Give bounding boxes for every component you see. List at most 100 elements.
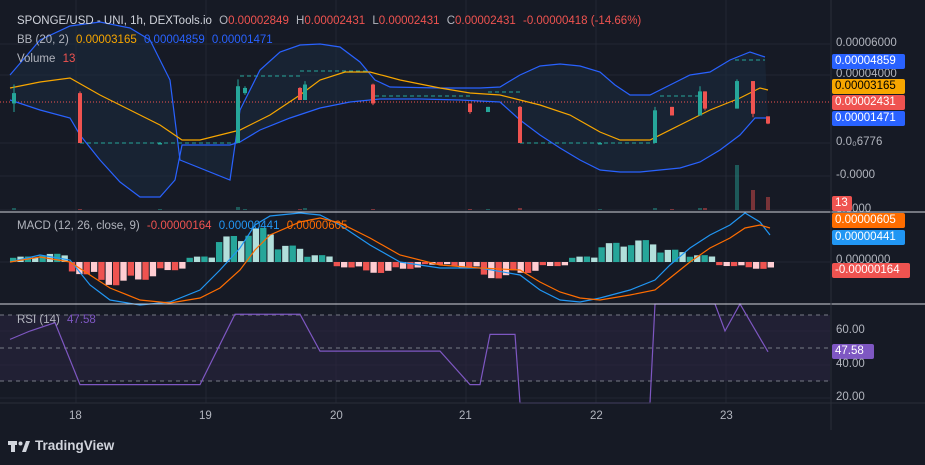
macd-histogram-bar bbox=[694, 255, 701, 262]
macd-histogram-bar bbox=[296, 248, 304, 262]
macd-signal-value: 0.00000605 bbox=[286, 220, 348, 232]
volume-bar bbox=[751, 190, 755, 210]
macd-histogram-bar bbox=[591, 257, 598, 262]
macd-histogram-bar bbox=[90, 262, 98, 272]
macd-histogram-bar bbox=[135, 262, 142, 280]
volume-bar bbox=[236, 207, 240, 210]
bb-legend[interactable]: BB (20, 2) 0.00003165 0.00004859 0.00001… bbox=[17, 34, 277, 46]
bollinger-bands bbox=[9, 21, 769, 198]
macd-histogram-bar bbox=[664, 249, 672, 262]
time-tick: 19 bbox=[199, 410, 212, 422]
macd-histogram-bar bbox=[679, 252, 686, 262]
volume-legend[interactable]: Volume 13 bbox=[17, 53, 79, 65]
macd-histogram-bar bbox=[752, 262, 760, 269]
macd-histogram-bar bbox=[142, 262, 149, 280]
candle-body bbox=[243, 87, 247, 94]
macd-histogram-bar bbox=[569, 257, 576, 262]
macd-histogram-bar bbox=[157, 262, 164, 269]
macd-line-value: 0.00000441 bbox=[218, 220, 280, 232]
candles bbox=[12, 79, 770, 145]
macd-histogram-bar bbox=[576, 256, 583, 262]
macd-histogram-bar bbox=[120, 262, 127, 281]
macd-histogram-bar bbox=[105, 262, 112, 285]
pane-separators bbox=[0, 0, 925, 430]
macd-histogram-bar bbox=[164, 262, 171, 271]
time-tick: 22 bbox=[590, 410, 603, 422]
volume-bar bbox=[703, 208, 707, 210]
volume-bar bbox=[468, 209, 472, 210]
macd-histogram-bar bbox=[370, 262, 377, 273]
price-tick: 0.00006000 bbox=[836, 37, 897, 49]
symbol-title[interactable]: SPONGE/USD - UNI, 1h, DEXTools.io bbox=[17, 15, 212, 27]
candle-body bbox=[653, 110, 657, 143]
bb-upper-tag: 0.00004859 bbox=[832, 54, 905, 69]
macd-histogram-bar bbox=[127, 262, 135, 276]
macd-label: MACD (12, 26, close, 9) bbox=[17, 220, 140, 232]
rsi-legend[interactable]: RSI (14) 47.58 bbox=[17, 314, 100, 326]
macd-histogram-bar bbox=[672, 249, 679, 262]
rsi-value-tag: 47.58 bbox=[832, 344, 874, 359]
high-value: 0.00002431 bbox=[304, 15, 366, 27]
time-tick: 21 bbox=[459, 410, 472, 422]
price-tick: -0.0000 bbox=[836, 169, 876, 181]
tradingview-logo[interactable]: TradingView bbox=[8, 438, 114, 453]
macd-histogram-bar bbox=[208, 257, 215, 262]
volume-bar bbox=[766, 197, 770, 210]
volume-bar bbox=[735, 165, 739, 210]
macd-histogram-bar bbox=[223, 236, 230, 262]
macd-histogram-bar bbox=[68, 262, 76, 272]
macd-histogram-bar bbox=[723, 262, 730, 267]
macd-histogram-bar bbox=[311, 255, 318, 262]
volume-bar bbox=[298, 209, 302, 210]
rsi-label: RSI (14) bbox=[17, 314, 60, 326]
macd-histogram-bar bbox=[112, 262, 120, 286]
candle-body bbox=[670, 106, 674, 116]
rsi-band bbox=[0, 314, 830, 382]
rsi-tick: 20.00 bbox=[836, 391, 865, 403]
macd-histogram-bar bbox=[451, 262, 458, 267]
macd-histogram-bar bbox=[333, 262, 341, 267]
signal-line bbox=[9, 217, 771, 304]
close-label: C bbox=[446, 15, 456, 27]
macd-histogram-bar bbox=[605, 243, 613, 262]
candle-body bbox=[598, 143, 602, 145]
candle-body bbox=[735, 81, 739, 109]
low-value: 0.00002431 bbox=[378, 15, 440, 27]
macd-signal-tag: 0.00000605 bbox=[832, 213, 905, 228]
macd-histogram-bar bbox=[230, 236, 238, 262]
volume-bar bbox=[158, 209, 162, 210]
macd-legend[interactable]: MACD (12, 26, close, 9) -0.00000164 0.00… bbox=[17, 220, 351, 232]
volume-bar bbox=[653, 208, 657, 210]
macd-histogram-bar bbox=[98, 262, 105, 280]
macd-histogram-bar bbox=[620, 246, 627, 262]
volume-bar bbox=[518, 208, 522, 210]
candle-body bbox=[751, 81, 755, 114]
candle-body bbox=[486, 106, 490, 113]
macd-histogram-bar bbox=[738, 262, 745, 266]
macd-histogram-bar bbox=[318, 255, 326, 262]
macd-hist-value: -0.00000164 bbox=[146, 220, 212, 232]
volume-bar bbox=[670, 209, 674, 210]
macd-histogram-bar bbox=[186, 257, 193, 262]
candle-body bbox=[766, 116, 770, 124]
volume-value: 13 bbox=[62, 53, 76, 65]
macd-histogram-bar bbox=[215, 242, 223, 262]
bollinger-mid-line bbox=[9, 71, 769, 141]
volume-bar bbox=[598, 209, 602, 210]
candle-body bbox=[78, 93, 82, 143]
macd-histogram-bar bbox=[473, 262, 480, 267]
price-tick: 0.0₀6776 bbox=[836, 136, 883, 148]
main-legend: SPONGE/USD - UNI, 1h, DEXTools.io O0.000… bbox=[17, 15, 645, 27]
macd-histogram-bar bbox=[657, 252, 664, 262]
macd-line-tag: 0.00000441 bbox=[832, 230, 905, 245]
macd-histogram-bar bbox=[561, 262, 569, 266]
tradingview-icon bbox=[8, 440, 30, 452]
candle-body bbox=[371, 84, 375, 104]
macd-histogram-bar bbox=[524, 262, 532, 273]
bollinger-lower-line bbox=[9, 98, 768, 198]
macd-histogram-bar bbox=[546, 262, 554, 267]
macd-histogram-bar bbox=[83, 262, 90, 275]
high-label: H bbox=[296, 15, 305, 27]
macd-histogram-bar bbox=[642, 240, 649, 262]
